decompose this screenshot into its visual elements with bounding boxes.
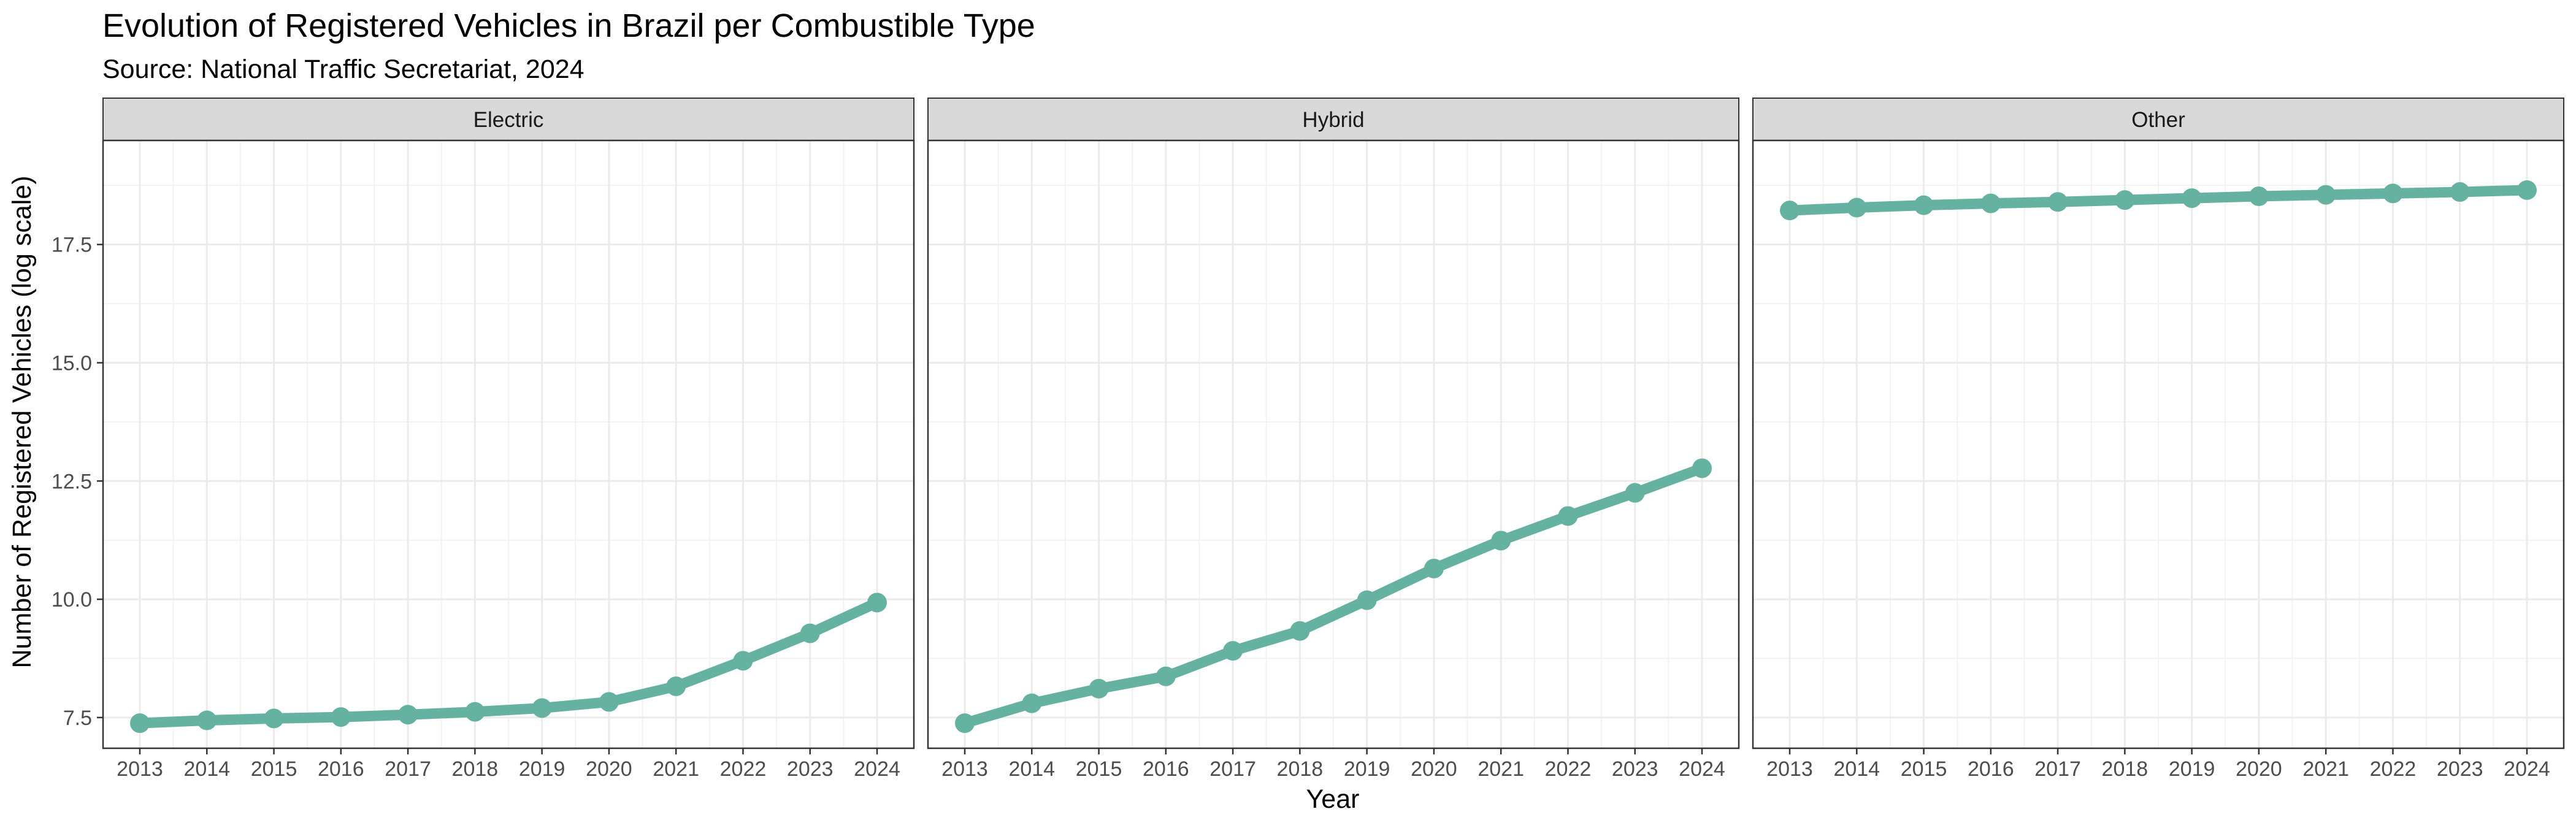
data-point: [599, 692, 619, 712]
data-point: [1692, 458, 1712, 478]
data-point: [1780, 201, 1800, 221]
y-tick-label: 7.5: [63, 707, 92, 730]
y-tick-label: 17.5: [52, 234, 92, 257]
data-point: [1980, 193, 2001, 213]
data-point: [398, 705, 418, 725]
x-tick-label: 2015: [251, 757, 297, 781]
series-line-electric: [134, 597, 883, 729]
x-tick-label: 2023: [1612, 757, 1658, 781]
panel-border: [102, 139, 915, 749]
data-point: [2450, 182, 2470, 202]
panel-border: [927, 139, 1740, 749]
data-point: [130, 713, 150, 734]
x-tick-label: 2023: [2437, 757, 2483, 781]
data-point: [1022, 693, 1042, 713]
data-point: [1558, 506, 1578, 526]
y-axis-title: Number of Registered Vehicles (log scale…: [7, 175, 37, 668]
x-axis-title: Year: [1306, 784, 1360, 814]
x-tick-label: 2014: [1008, 757, 1055, 781]
x-tick-label: 2019: [2169, 757, 2215, 781]
x-tick-label: 2013: [117, 757, 163, 781]
series-line-hybrid: [959, 462, 1708, 729]
data-point: [1223, 641, 1243, 661]
facet-strip-label: Other: [2131, 108, 2185, 132]
data-point: [2048, 192, 2068, 212]
facet-strip: [102, 98, 914, 141]
x-tick-label: 2024: [854, 757, 900, 781]
x-tick-label: 2017: [1209, 757, 1256, 781]
data-point: [1914, 195, 1934, 215]
x-tick-label: 2016: [318, 757, 364, 781]
data-point: [1847, 197, 1867, 218]
x-tick-label: 2021: [2302, 757, 2349, 781]
facet-strip: [1752, 98, 2564, 141]
data-point: [2248, 186, 2269, 207]
x-tick-label: 2024: [2504, 757, 2550, 781]
y-tick-label: 12.5: [52, 470, 92, 493]
x-tick-label: 2021: [1478, 757, 1524, 781]
chart-subtitle: Source: National Traffic Secretariat, 20…: [102, 55, 585, 84]
facet-panel-hybrid: Hybrid 2013 2014 2015 2016 2017 2018 2019 2020 20…: [927, 98, 1740, 781]
x-tick-label: 2013: [941, 757, 988, 781]
facet-panel-other: Other 2013 2014 2015 2016 2017 2018 2019 2020 202…: [1752, 98, 2565, 781]
data-point: [331, 707, 351, 727]
y-tick-label: 10.0: [52, 588, 92, 611]
data-point: [465, 702, 485, 722]
data-point: [800, 623, 820, 643]
x-tick-label: 2015: [1076, 757, 1122, 781]
facet-strip-label: Electric: [473, 108, 544, 132]
data-point: [1089, 678, 1109, 699]
data-point: [1625, 483, 1645, 503]
data-point: [2115, 190, 2135, 210]
data-point: [2316, 185, 2336, 205]
data-point: [2182, 188, 2202, 209]
data-point: [1357, 590, 1377, 610]
facet-strip-label: Hybrid: [1302, 108, 1364, 132]
x-tick-label: 2014: [183, 757, 230, 781]
panel-border: [1752, 139, 2565, 749]
x-tick-label: 2018: [2102, 757, 2149, 781]
y-tick-label: 15.0: [52, 351, 92, 375]
x-tick-label: 2019: [1344, 757, 1390, 781]
facet-panel-electric: Electric 2013 2014 2015 2016 2017 2018 2019 2020…: [102, 98, 915, 781]
data-point: [666, 676, 686, 696]
data-point: [2383, 183, 2403, 204]
data-point: [955, 713, 975, 734]
x-tick-label: 2022: [2370, 757, 2417, 781]
x-tick-label: 2020: [1411, 757, 1457, 781]
x-tick-label: 2024: [1679, 757, 1725, 781]
x-tick-label: 2020: [586, 757, 632, 781]
x-tick-label: 2018: [452, 757, 499, 781]
chart-title: Evolution of Registered Vehicles in Braz…: [102, 7, 1035, 44]
x-tick-label: 2016: [1143, 757, 1189, 781]
x-tick-label: 2013: [1766, 757, 1813, 781]
x-tick-label: 2016: [1968, 757, 2014, 781]
data-point: [264, 708, 284, 729]
x-tick-label: 2022: [1545, 757, 1592, 781]
data-point: [1290, 621, 1310, 641]
data-point: [1491, 531, 1511, 551]
x-tick-label: 2017: [385, 757, 431, 781]
x-tick-label: 2022: [720, 757, 767, 781]
x-tick-label: 2017: [2034, 757, 2081, 781]
x-tick-label: 2019: [519, 757, 565, 781]
data-point: [532, 698, 552, 718]
x-tick-label: 2018: [1277, 757, 1324, 781]
x-tick-label: 2021: [653, 757, 699, 781]
x-tick-label: 2014: [1833, 757, 1880, 781]
data-point: [197, 710, 217, 730]
facet-panels: Electric 2013 2014 2015 2016 2017 2018 2019 2020…: [102, 98, 2565, 781]
data-point: [2517, 180, 2537, 200]
x-tick-label: 2015: [1901, 757, 1947, 781]
data-point: [733, 651, 753, 671]
data-point: [867, 592, 887, 613]
data-point: [1424, 558, 1444, 578]
data-point: [1156, 666, 1176, 686]
x-tick-label: 2020: [2236, 757, 2282, 781]
y-axis: 7.5 10.0 12.5 15.0 17.5: [52, 234, 103, 730]
x-tick-label: 2023: [787, 757, 834, 781]
series-line-other: [1784, 185, 2532, 216]
